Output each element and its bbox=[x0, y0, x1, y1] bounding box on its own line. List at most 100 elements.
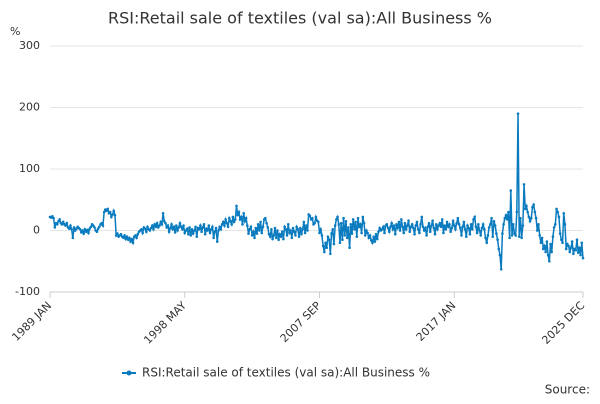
point bbox=[209, 227, 213, 231]
point bbox=[190, 227, 194, 231]
point bbox=[517, 235, 521, 238]
y-tick-label: 0 bbox=[33, 224, 40, 237]
point bbox=[521, 224, 525, 227]
y-tick-label: 300 bbox=[19, 39, 40, 52]
point bbox=[327, 238, 331, 242]
point bbox=[159, 220, 162, 224]
point bbox=[439, 225, 443, 229]
point bbox=[420, 215, 424, 219]
point bbox=[317, 220, 320, 224]
point bbox=[561, 241, 564, 245]
point bbox=[231, 215, 235, 219]
point bbox=[389, 225, 392, 229]
point bbox=[295, 225, 298, 229]
point bbox=[160, 223, 164, 226]
point bbox=[479, 234, 483, 237]
point bbox=[575, 238, 579, 242]
point bbox=[505, 218, 509, 221]
point bbox=[83, 227, 87, 231]
point bbox=[229, 219, 232, 223]
point bbox=[72, 226, 76, 229]
point bbox=[136, 232, 140, 236]
point bbox=[52, 216, 55, 220]
point bbox=[79, 231, 83, 234]
point bbox=[302, 220, 306, 224]
point bbox=[203, 232, 207, 236]
point bbox=[407, 219, 410, 222]
point bbox=[563, 223, 567, 226]
point bbox=[337, 223, 341, 226]
point bbox=[140, 227, 143, 231]
point bbox=[401, 225, 404, 229]
point bbox=[369, 239, 373, 242]
point bbox=[284, 227, 288, 231]
point bbox=[431, 219, 434, 222]
point bbox=[489, 223, 492, 226]
point bbox=[243, 219, 247, 223]
point bbox=[256, 223, 260, 226]
point bbox=[88, 227, 92, 230]
point bbox=[69, 224, 72, 227]
point bbox=[314, 215, 318, 219]
point bbox=[412, 226, 415, 230]
point bbox=[468, 232, 472, 236]
point bbox=[368, 234, 372, 237]
point bbox=[460, 234, 463, 237]
x-tick-label: 1989 JAN bbox=[9, 299, 54, 344]
point bbox=[98, 225, 101, 229]
point bbox=[335, 218, 338, 221]
point bbox=[158, 224, 161, 227]
point bbox=[578, 246, 581, 250]
point bbox=[443, 224, 446, 227]
point bbox=[194, 225, 197, 229]
point bbox=[93, 226, 96, 229]
point bbox=[189, 234, 193, 237]
point bbox=[304, 224, 308, 227]
point bbox=[296, 227, 300, 231]
point bbox=[526, 210, 529, 214]
point bbox=[365, 229, 368, 232]
point bbox=[233, 218, 237, 221]
point bbox=[501, 232, 504, 235]
point bbox=[249, 225, 253, 229]
y-tick-label: -100 bbox=[15, 285, 40, 298]
point bbox=[306, 229, 309, 232]
point bbox=[537, 223, 540, 226]
point bbox=[471, 227, 474, 231]
point bbox=[179, 225, 183, 229]
point bbox=[75, 227, 78, 230]
y-tick-label: 100 bbox=[19, 162, 40, 175]
point bbox=[403, 221, 407, 225]
point bbox=[469, 223, 473, 226]
point bbox=[391, 227, 395, 231]
point bbox=[546, 253, 550, 257]
point bbox=[554, 223, 557, 226]
point bbox=[64, 224, 67, 227]
legend-item: RSI:Retail sale of textiles (val sa):All… bbox=[122, 366, 430, 380]
point bbox=[484, 236, 487, 240]
point bbox=[232, 220, 236, 224]
point bbox=[550, 250, 554, 254]
point bbox=[522, 183, 526, 186]
point bbox=[101, 224, 105, 227]
point bbox=[436, 227, 439, 231]
point bbox=[108, 210, 112, 214]
series-markers bbox=[48, 112, 585, 271]
point bbox=[247, 232, 250, 235]
point bbox=[458, 226, 462, 230]
point bbox=[226, 225, 230, 229]
point bbox=[455, 221, 458, 225]
point bbox=[430, 224, 433, 227]
point bbox=[362, 221, 366, 225]
point bbox=[87, 231, 90, 235]
point bbox=[187, 232, 190, 236]
point bbox=[270, 227, 273, 231]
point bbox=[297, 235, 301, 238]
point bbox=[55, 223, 59, 226]
point bbox=[529, 216, 533, 220]
point bbox=[366, 231, 369, 235]
legend-label: RSI:Retail sale of textiles (val sa):All… bbox=[142, 366, 430, 380]
point bbox=[353, 227, 356, 231]
point bbox=[283, 225, 286, 229]
point bbox=[338, 241, 342, 245]
